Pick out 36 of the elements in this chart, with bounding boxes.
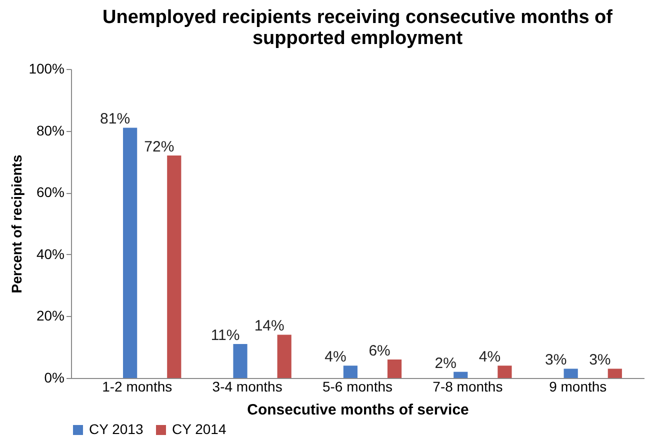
- data-label: 6%: [368, 342, 390, 360]
- data-label: 72%: [144, 138, 174, 156]
- data-label: 3%: [589, 352, 611, 369]
- x-tick-label: 9 months: [549, 378, 607, 394]
- y-axis-title: Percent of recipients: [8, 154, 25, 294]
- bar: [498, 366, 512, 378]
- bar: [454, 372, 468, 378]
- data-label: 4%: [324, 348, 346, 366]
- data-label: 14%: [254, 318, 284, 335]
- y-tick-label: 20%: [36, 308, 64, 324]
- data-label: 3%: [545, 352, 567, 369]
- y-tick-label: 80%: [36, 122, 64, 138]
- y-tick-label: 40%: [36, 246, 64, 262]
- bar: [564, 368, 578, 378]
- data-label: 81%: [100, 110, 130, 128]
- bar: [608, 368, 622, 378]
- data-label: 11%: [210, 327, 240, 344]
- data-label: 2%: [434, 354, 456, 372]
- y-tick-label: 0%: [44, 370, 64, 386]
- y-tick-label: 60%: [36, 184, 64, 200]
- bar: [123, 128, 138, 378]
- x-tick-label: 3-4 months: [212, 378, 282, 394]
- data-label: 4%: [478, 348, 501, 366]
- bar: [343, 366, 358, 378]
- legend-label: CY 2014: [172, 421, 226, 437]
- bar: [167, 156, 182, 378]
- x-axis-title: Consecutive months of service: [247, 402, 469, 418]
- bar: [387, 359, 402, 378]
- x-tick-label: 7-8 months: [432, 378, 503, 394]
- y-tick-label: 100%: [28, 60, 64, 76]
- legend-label: CY 2013: [89, 421, 144, 437]
- chart-title: Unemployed recipients receiving consecutive months of supported employment: [102, 7, 614, 49]
- x-tick-label: 1-2 months: [102, 378, 172, 394]
- x-tick-label: 5-6 months: [322, 378, 393, 394]
- bar: [233, 344, 248, 378]
- bar: [277, 334, 292, 378]
